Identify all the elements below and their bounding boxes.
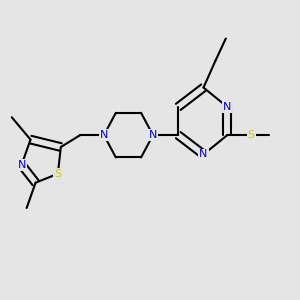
Text: N: N [223,102,232,112]
Text: N: N [199,149,208,160]
Text: N: N [149,130,157,140]
Text: S: S [54,169,61,179]
Text: N: N [17,160,26,170]
Text: S: S [248,130,255,140]
Text: N: N [100,130,108,140]
